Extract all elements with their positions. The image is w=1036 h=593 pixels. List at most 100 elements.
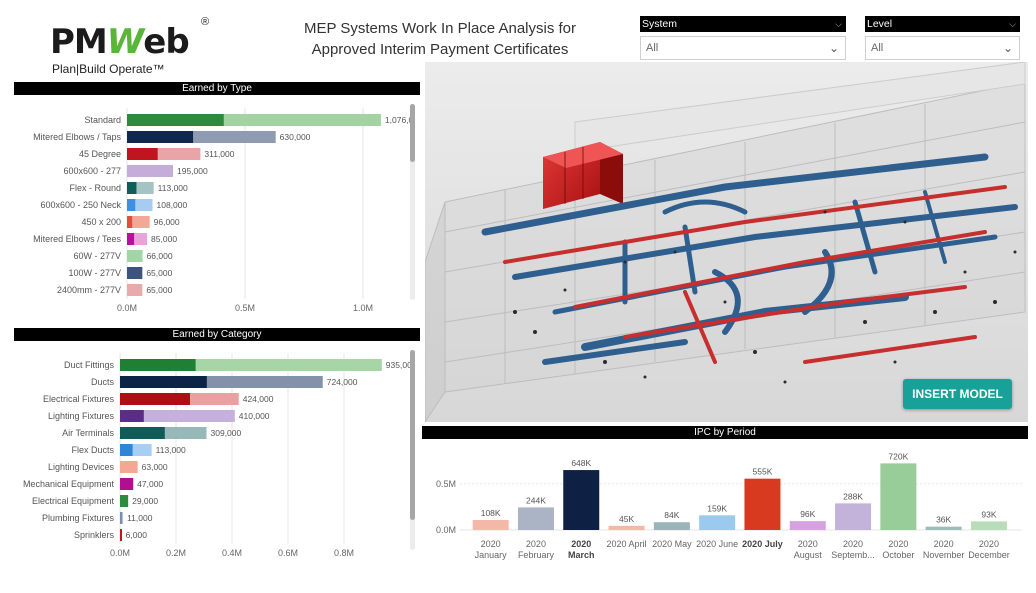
value-label: 6,000 [126,530,148,540]
value-label: 66,000 [147,251,173,261]
period-bar [880,463,917,530]
value-label: 935,000 [386,360,414,370]
ipc-by-period-header: IPC by Period [422,426,1028,439]
value-label: 63,000 [142,462,168,472]
bar-earned [120,427,165,439]
system-dropdown-value: All [646,42,659,54]
insert-model-button[interactable]: INSERT MODEL [903,379,1012,409]
x-tick-label: 0.4M [222,548,242,558]
level-slicer-label: Level [867,18,893,30]
bar-total [127,250,143,262]
value-label: 630,000 [280,132,311,142]
category-label: 45 Degree [79,149,121,159]
ipc-by-period-chart: 0.0M0.5M108K2020January244K2020February6… [436,451,1022,560]
earned-by-type-scrollbar[interactable] [410,104,415,300]
bar-earned [120,512,122,524]
category-label: 450 x 200 [81,217,121,227]
earned-by-category-header: Earned by Category [14,328,420,341]
bar-earned [120,495,129,507]
bar-earned [120,393,190,405]
value-label: 410,000 [239,411,270,421]
bar-earned [120,478,134,490]
value-label: 108K [481,508,501,518]
system-slicer-header[interactable]: System ⌵ [640,16,846,32]
category-label: Lighting Fixtures [48,411,115,421]
category-label: Electrical Equipment [32,496,115,506]
bar-earned [127,199,136,211]
category-label: Lighting Devices [48,462,115,472]
value-label: 648K [571,458,591,468]
value-label: 47,000 [137,479,163,489]
category-label: 2020 [888,539,908,549]
bar-earned [127,114,224,126]
value-label: 113,000 [156,445,186,455]
mep-3d-model-viewer[interactable] [425,62,1028,422]
red-mechanical-unit [543,142,623,209]
y-tick-label: 0.5M [436,479,456,489]
category-label: Sprinklers [74,530,115,540]
bar-total [120,461,138,473]
category-label: 2020 [979,539,999,549]
value-label: 11,000 [127,513,153,523]
category-label: Standard [84,115,121,125]
category-label: 60W - 277V [73,251,121,261]
category-label: 2020 [571,539,591,549]
earned-by-type-header: Earned by Type [14,82,420,95]
category-label: 2020 [843,539,863,549]
category-label: November [923,550,965,560]
red-pipework [503,185,1007,364]
category-label: Electrical Fixtures [43,394,115,404]
scrollbar-thumb[interactable] [410,104,415,162]
logo-wordmark: PMWeb [50,22,190,62]
value-label: 96K [800,509,815,519]
category-label: 100W - 277V [68,268,121,278]
bar-earned [127,233,135,245]
pmweb-logo: PMWeb ® Plan|Build Operate™ [50,16,215,78]
category-label: 600x600 - 250 Neck [40,200,121,210]
period-bar [472,520,509,530]
period-bar [970,521,1007,530]
x-tick-label: 0.8M [334,548,354,558]
chevron-down-icon: ⌄ [828,41,839,55]
period-bar [653,522,690,530]
period-bar [744,478,781,530]
bar-earned [120,529,122,541]
value-label: 424,000 [243,394,274,404]
value-label: 93K [981,509,996,519]
bar-earned [120,410,144,422]
value-label: 96,000 [154,217,180,227]
category-label: 2020 July [742,539,783,549]
category-label: Mechanical Equipment [23,479,115,489]
value-label: 113,000 [158,183,188,193]
value-label: 555K [753,467,773,477]
registered-mark: ® [201,16,210,28]
bar-total [120,410,235,422]
scrollbar-thumb[interactable] [410,350,415,520]
category-label: Air Terminals [62,428,114,438]
category-label: 2400mm - 277V [57,285,121,295]
fixtures-scatter [513,210,1017,384]
category-label: 2020 April [607,539,647,549]
building-shell [425,62,1026,422]
chevron-down-icon: ⌵ [835,19,842,29]
earned-by-category-scrollbar[interactable] [410,350,415,550]
system-dropdown[interactable]: All ⌄ [640,36,846,60]
system-slicer-label: System [642,18,678,30]
report-title: MEP Systems Work In Place Analysis for A… [290,18,590,60]
value-label: 724,000 [327,377,358,387]
level-slicer-header[interactable]: Level ⌵ [865,16,1020,32]
category-label: Flex Ducts [71,445,114,455]
level-dropdown[interactable]: All ⌄ [865,36,1020,60]
y-tick-label: 0.0M [436,525,456,535]
value-label: 159K [707,503,727,513]
bar-earned [127,182,137,194]
category-label: Duct Fittings [64,360,115,370]
category-label: 2020 [798,539,818,549]
category-label: 2020 [481,539,501,549]
bar-earned [120,444,133,456]
category-label: August [794,550,823,560]
level-dropdown-value: All [871,42,884,54]
bar-total [127,284,143,296]
x-tick-label: 0.0M [117,303,137,313]
x-tick-label: 0.6M [278,548,298,558]
